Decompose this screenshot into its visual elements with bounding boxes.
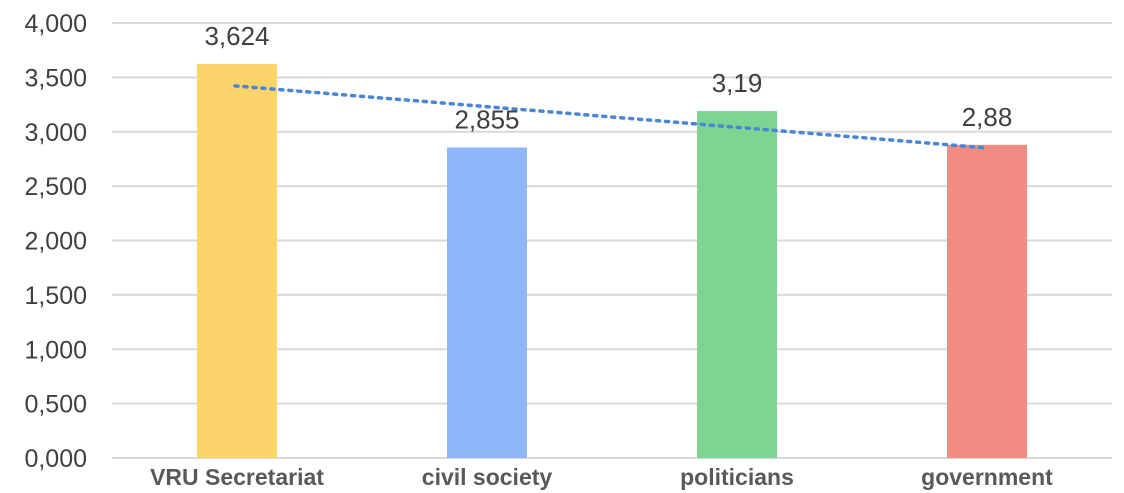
- trendline: [233, 84, 987, 150]
- data-label: 3,19: [712, 68, 763, 98]
- y-tick-label: 3,000: [24, 119, 87, 147]
- y-tick-label: 1,000: [24, 336, 87, 364]
- x-category-label: VRU Secretariat: [150, 464, 324, 490]
- bar-civil-society: [447, 147, 527, 459]
- data-label: 2,855: [454, 105, 519, 135]
- y-tick-label: 3,500: [24, 64, 87, 92]
- bar-politicians: [697, 111, 777, 459]
- y-tick-label: 0,000: [24, 445, 87, 473]
- bar-vru-secretariat: [197, 63, 277, 458]
- y-tick-label: 2,000: [24, 228, 87, 256]
- x-category-label: government: [921, 464, 1053, 490]
- data-label: 2,88: [962, 102, 1013, 132]
- x-category-label: civil society: [422, 464, 553, 490]
- labels: 0,000 0,500 1,000 1,500 2,000 2,500 3,000 3,500…: [24, 10, 1053, 490]
- y-tick-label: 2,500: [24, 173, 87, 201]
- y-tick-label: 0,500: [24, 391, 87, 419]
- bar-government: [947, 144, 1027, 459]
- x-category-label: politicians: [680, 464, 794, 490]
- trendline-layer: [233, 84, 987, 150]
- y-tick-label: 4,000: [24, 10, 87, 38]
- y-tick-label: 1,500: [24, 282, 87, 310]
- gridlines: [112, 22, 1112, 459]
- bars: [197, 63, 1027, 459]
- data-label: 3,624: [204, 21, 269, 51]
